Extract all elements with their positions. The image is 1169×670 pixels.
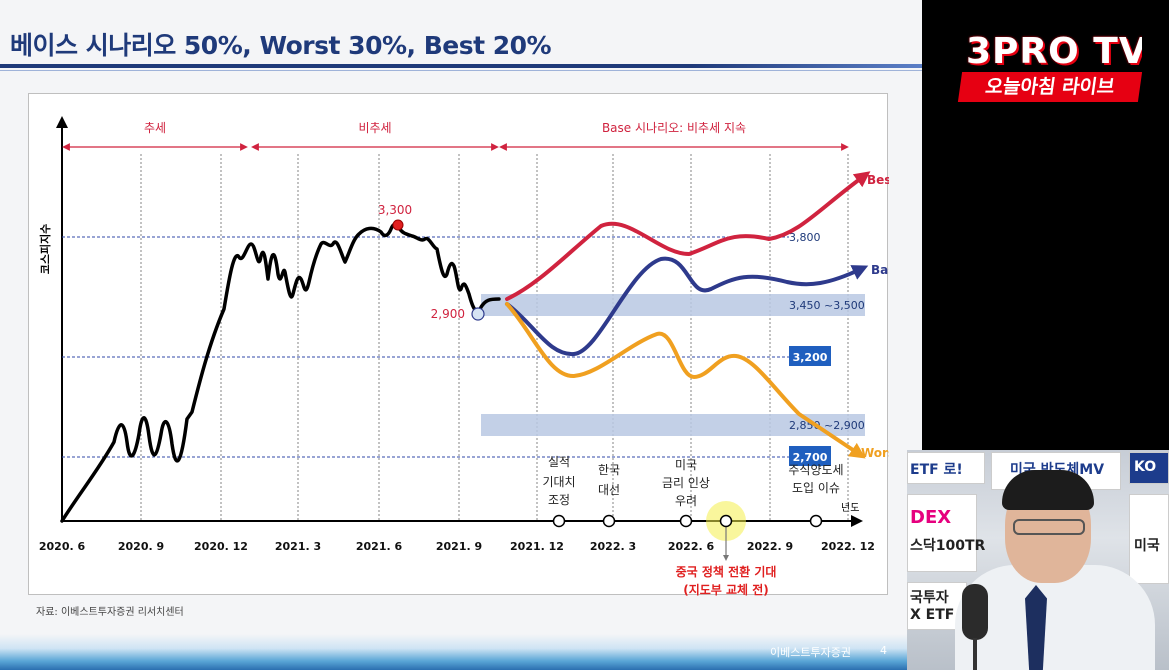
banner-right-lower-text: 미국 bbox=[1134, 538, 1160, 554]
x-axis-label: 년도 bbox=[841, 502, 859, 514]
x-tick-label: 2022. 3 bbox=[590, 540, 636, 553]
banner-right-text: KO bbox=[1134, 459, 1157, 475]
phase-label: Base 시나리오: 비추세 지속 bbox=[602, 121, 746, 135]
broadcast-live-badge: 오늘아침 라이브 bbox=[957, 72, 1143, 102]
event-label: 기대치 bbox=[542, 475, 575, 489]
highlight-note-line1: 중국 정책 전환 기대 bbox=[676, 564, 777, 579]
presenter-tie bbox=[1025, 585, 1047, 670]
level-box bbox=[789, 446, 831, 466]
level-label-3800: 3,800 bbox=[789, 231, 821, 244]
footer-wave bbox=[0, 634, 922, 670]
page-number: 4 bbox=[880, 644, 887, 657]
x-tick-label: 2022. 6 bbox=[668, 540, 715, 553]
footer-company: 이베스트투자증권 bbox=[770, 646, 851, 659]
banner-left-lower: DEX 스닥100TR bbox=[907, 494, 985, 572]
band-low bbox=[481, 414, 865, 436]
series-label-base: Base bbox=[871, 263, 889, 277]
banner-bottom-left-text2: X ETF bbox=[910, 607, 955, 623]
level-label-band-low: 2,850 ~2,900 bbox=[789, 419, 865, 432]
banner-left-lower-text2: 스닥100TR bbox=[910, 538, 986, 554]
event-marker bbox=[809, 514, 823, 528]
banner-left: ETF 로! bbox=[907, 452, 985, 484]
history-line bbox=[60, 222, 501, 523]
x-tick-label: 2021. 9 bbox=[436, 540, 482, 553]
x-tick-label: 2020. 12 bbox=[194, 540, 248, 553]
event-label: 우려 bbox=[675, 494, 697, 508]
event-label: 실적 bbox=[548, 455, 570, 469]
event-label: 미국 bbox=[675, 458, 697, 472]
x-tick-label: 2021. 3 bbox=[275, 540, 321, 553]
banner-right: KO bbox=[1129, 452, 1169, 484]
banner-left-lower-text: DEX bbox=[910, 507, 952, 528]
event-marker bbox=[679, 514, 693, 528]
phase-label: 추세 bbox=[144, 121, 166, 135]
series-line-worst bbox=[505, 302, 866, 459]
x-tick-label: 2020. 9 bbox=[118, 540, 164, 553]
event-label: 조정 bbox=[548, 493, 570, 507]
broadcast-logo: 3PRO TV bbox=[966, 31, 1142, 72]
event-marker bbox=[719, 514, 733, 528]
peak-label: 3,300 bbox=[378, 203, 412, 217]
microphone-stand bbox=[973, 638, 977, 670]
event-label: 대선 bbox=[598, 483, 620, 497]
start-marker bbox=[471, 307, 485, 321]
presenter-hair bbox=[1002, 470, 1094, 510]
banner-left-text: ETF 로! bbox=[910, 462, 963, 478]
highlight-note-line2: (지도부 교체 전) bbox=[683, 582, 769, 596]
series-label-best: Best bbox=[867, 173, 889, 187]
series-line-best bbox=[505, 171, 871, 301]
level-box-label: 2,700 bbox=[793, 451, 828, 464]
band-high bbox=[481, 294, 865, 316]
event-label: 주식양도세 bbox=[788, 463, 843, 477]
banner-bottom-left-text: 국투자 bbox=[910, 590, 949, 606]
event-label: 도입 이슈 bbox=[792, 481, 840, 495]
event-marker bbox=[602, 514, 616, 528]
slide-title: 베이스 시나리오 50%, Worst 30%, Best 20% bbox=[10, 31, 552, 60]
series-line-base bbox=[505, 256, 869, 357]
level-box-label: 3,200 bbox=[793, 351, 828, 364]
level-box bbox=[789, 346, 831, 366]
event-label: 금리 인상 bbox=[662, 476, 710, 490]
level-label-band-high: 3,450 ~3,500 bbox=[789, 299, 865, 312]
y-axis-label: 코스피지수 bbox=[38, 224, 52, 275]
series-label-worst: Worst bbox=[861, 446, 889, 460]
source-note: 자료: 이베스트투자증권 리서치센터 bbox=[36, 607, 184, 618]
presenter-glasses bbox=[1013, 519, 1085, 535]
microphone-icon bbox=[962, 584, 988, 640]
x-tick-label: 2020. 6 bbox=[39, 540, 86, 553]
event-marker bbox=[552, 514, 566, 528]
title-rule bbox=[0, 64, 922, 68]
x-tick-label: 2021. 6 bbox=[356, 540, 403, 553]
peak-marker bbox=[392, 219, 404, 231]
x-tick-label: 2022. 12 bbox=[821, 540, 875, 553]
banner-right-lower: 미국 bbox=[1129, 494, 1169, 584]
title-rule-thin bbox=[0, 70, 922, 71]
start-label: 2,900 bbox=[431, 307, 465, 321]
event-label: 한국 bbox=[598, 463, 620, 477]
phase-label: 비추세 bbox=[358, 121, 391, 135]
x-tick-label: 2021. 12 bbox=[510, 540, 564, 553]
x-tick-label: 2022. 9 bbox=[747, 540, 793, 553]
